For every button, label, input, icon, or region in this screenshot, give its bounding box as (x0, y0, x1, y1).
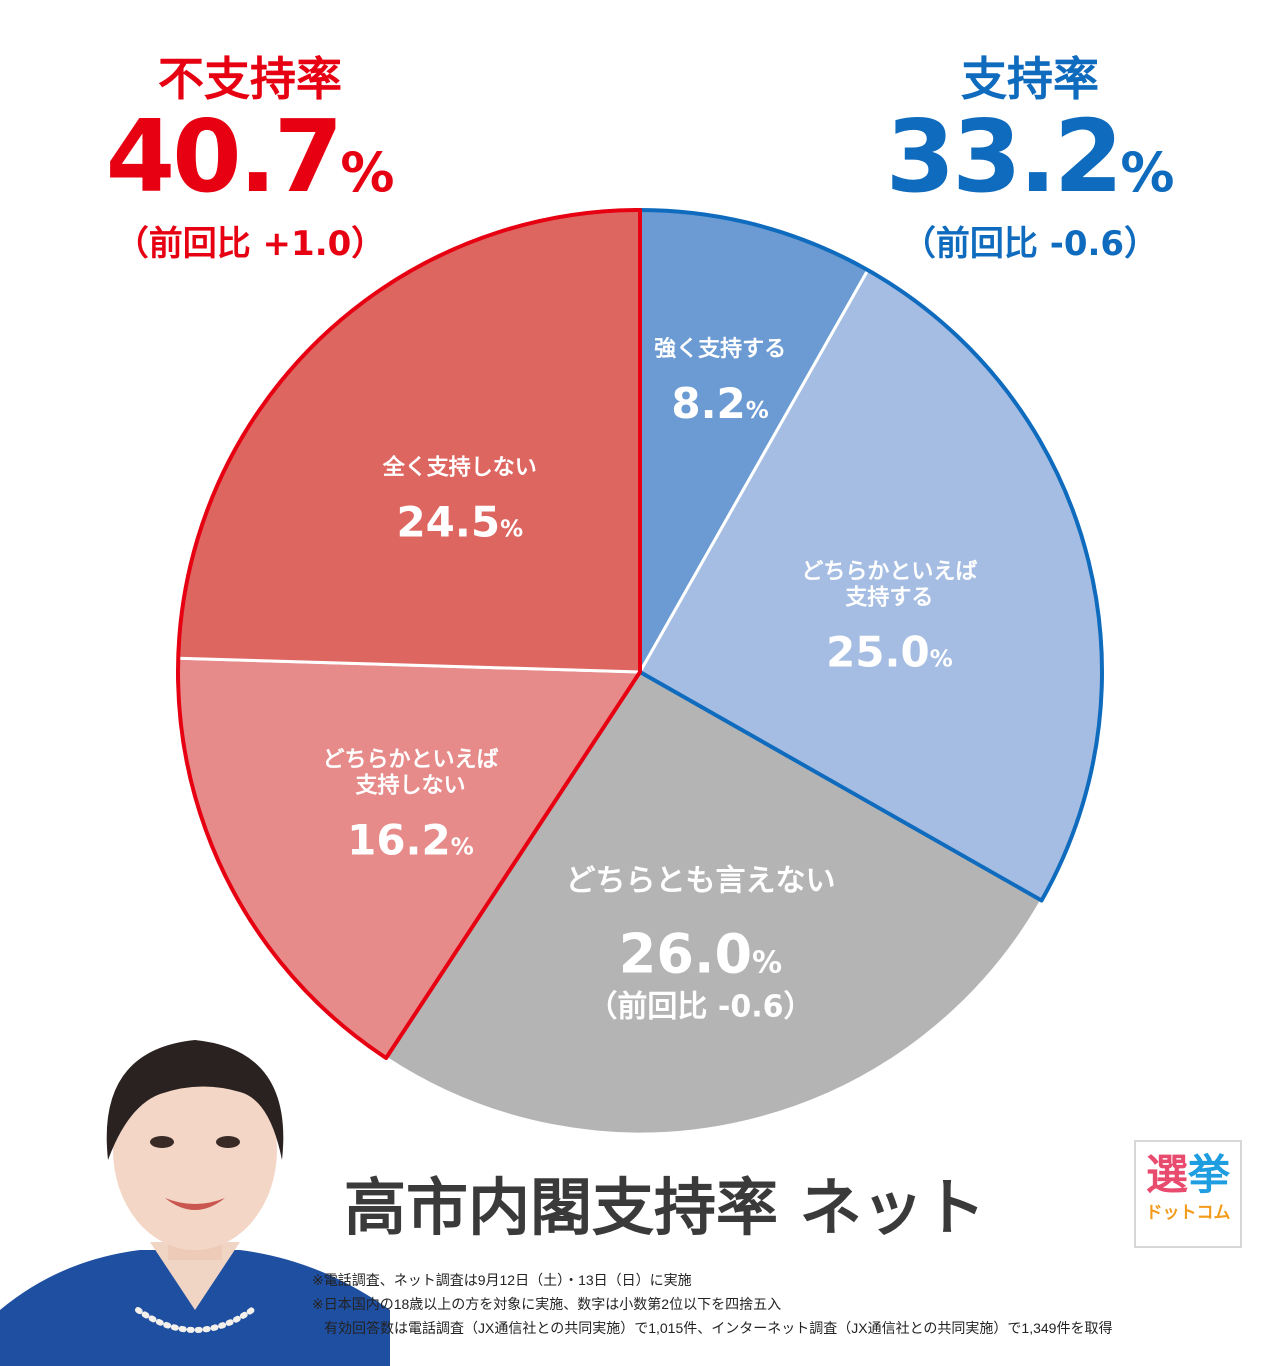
slice-label: どちらかといえば (322, 747, 498, 772)
footnote: 有効回答数は電話調査（JX通信社との共同実施）で1,015件、インターネット調査… (324, 1320, 1113, 1336)
approval-value: 33.2% (885, 98, 1175, 215)
slice-value: 8.2% (671, 379, 768, 428)
slice-value: 26.0% (619, 923, 782, 986)
disapproval-label: 不支持率 (158, 52, 342, 106)
approval-compare: （前回比 -0.6） (901, 224, 1159, 264)
group-outlines (175, 208, 1104, 1060)
senkyo-dotcom-logo: 選挙 ドットコム (1134, 1140, 1242, 1248)
slice-value: 25.0% (826, 627, 953, 676)
approval-label: 支持率 (961, 52, 1099, 106)
approval-header: 支持率 33.2% （前回比 -0.6） (880, 52, 1180, 264)
slice-label: 全く支持しない (382, 454, 537, 480)
disapproval-header: 不支持率 40.7% （前回比 +1.0） (100, 52, 400, 264)
footnotes: ※電話調査、ネット調査は9月12日（土）・13日（日）に実施 ※日本国内の18歳… (312, 1268, 1272, 1340)
pie-slice (176, 208, 642, 674)
slice-value: 24.5% (396, 497, 523, 546)
slice-note: （前回比 -0.6） (587, 990, 813, 1025)
slice-label: 支持する (845, 585, 933, 610)
disapproval-value: 40.7% (105, 98, 395, 215)
portrait-photo (0, 1010, 390, 1366)
group-outline (638, 208, 1104, 903)
footnote: ※電話調査、ネット調査は9月12日（土）・13日（日）に実施 (312, 1272, 692, 1288)
slice-label: 強く支持する (654, 336, 786, 362)
slice-label: どちらかといえば (801, 559, 977, 584)
slice-label: どちらとも言えない (565, 864, 835, 899)
slice-label: 支持しない (355, 773, 465, 798)
slice-value: 16.2% (347, 815, 474, 864)
disapproval-compare: （前回比 +1.0） (114, 224, 386, 264)
slice-labels: 強く支持する8.2%どちらかといえば支持する25.0%どちらとも言えない26.0… (322, 336, 977, 1024)
chart-title: 高市内閣支持率 ネット (344, 1171, 986, 1244)
footnote: ※日本国内の18歳以上の方を対象に実施、数字は小数第2位以下を四捨五入 (312, 1296, 782, 1312)
group-outline (175, 208, 642, 1060)
pie-slices (176, 208, 1104, 1136)
pie-slice (384, 670, 1044, 1136)
